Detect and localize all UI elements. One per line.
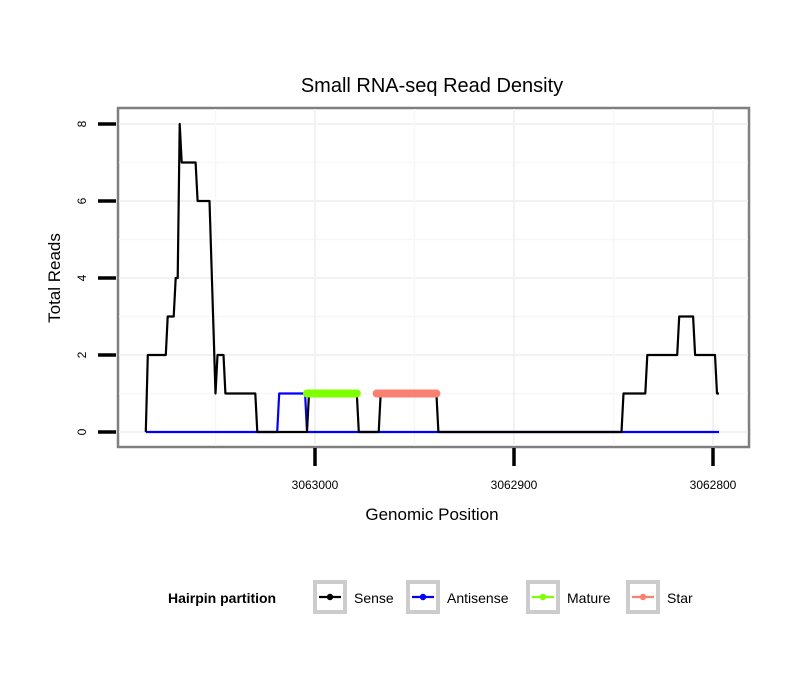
legend-title: Hairpin partition (168, 590, 276, 606)
y-tick-label: 6 (75, 197, 89, 204)
x-axis-label: Genomic Position (365, 505, 498, 524)
legend-label: Star (667, 590, 693, 606)
x-tick-label: 3062800 (690, 478, 737, 492)
legend-label: Mature (567, 590, 611, 606)
legend-label: Antisense (447, 590, 509, 606)
legend-entry-antisense: Antisense (406, 580, 509, 614)
legend-entry-mature: Mature (526, 580, 611, 614)
x-tick-label: 3062900 (491, 478, 538, 492)
y-tick-label: 2 (75, 351, 89, 358)
legend-key-point (539, 593, 547, 601)
legend-label: Sense (354, 590, 394, 606)
y-tick-label: 8 (75, 120, 89, 127)
x-tick-label: 3063000 (292, 478, 339, 492)
y-tick-label: 4 (75, 274, 89, 281)
y-tick-label: 0 (75, 428, 89, 435)
legend: Hairpin partition Sense Antisense Mature St… (168, 580, 693, 614)
legend-key-point (326, 593, 334, 601)
series-line-sense (144, 122, 719, 434)
series-layer (144, 122, 719, 434)
legend-key-point (419, 593, 427, 601)
y-axis-label: Total Reads (45, 233, 64, 323)
x-axis: 3063000 3062900 3062800 (292, 448, 737, 492)
legend-entry-star: Star (626, 580, 693, 614)
legend-entry-sense: Sense (313, 580, 394, 614)
y-axis: 0 2 4 6 8 (75, 120, 116, 435)
legend-key-point (639, 593, 647, 601)
chart-title: Small RNA-seq Read Density (301, 75, 563, 97)
